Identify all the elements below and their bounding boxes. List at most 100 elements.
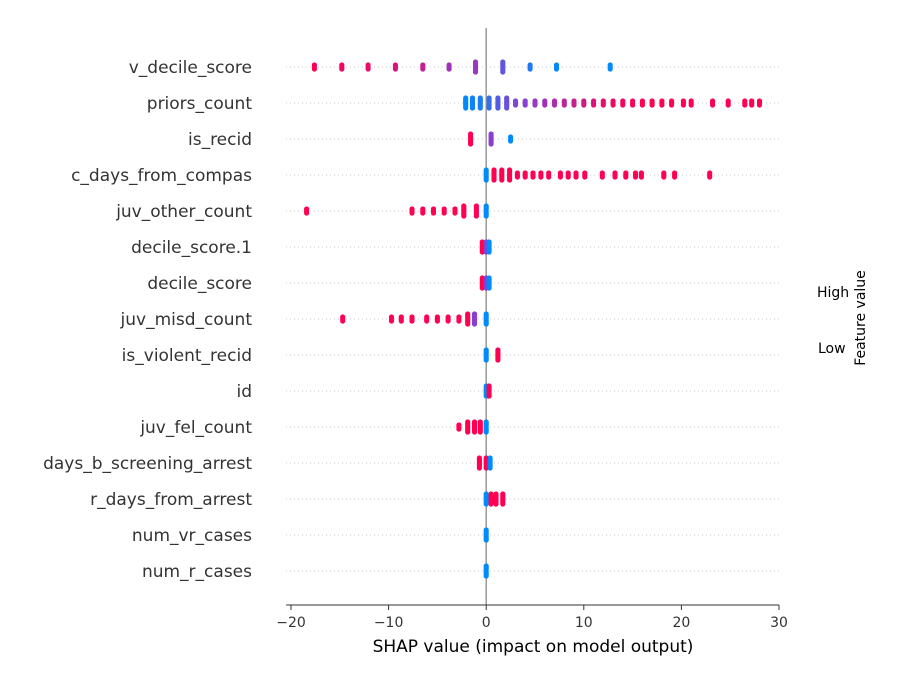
shap-point xyxy=(623,174,629,180)
feature-labels-layer: v_decile_score priors_count is_recid c_days… xyxy=(43,58,252,582)
shap-point xyxy=(388,318,395,324)
shap-point xyxy=(487,465,493,471)
shap-point xyxy=(522,174,528,180)
shap-point xyxy=(649,102,655,108)
shap-point xyxy=(420,210,426,216)
shap-point xyxy=(477,105,483,111)
shap-point xyxy=(434,318,440,324)
shap-point xyxy=(508,138,514,144)
shap-point xyxy=(500,501,506,507)
shap-point xyxy=(551,102,558,108)
shap-point xyxy=(483,573,489,579)
shap-point xyxy=(546,174,552,180)
x-axis-title: SHAP value (impact on model output) xyxy=(373,637,694,657)
shap-point xyxy=(304,210,310,216)
x-tick-label: 20 xyxy=(672,615,690,631)
shap-point xyxy=(661,174,667,180)
shap-point xyxy=(483,321,489,327)
row-grid-layer xyxy=(286,66,779,572)
shap-point xyxy=(488,141,494,147)
shap-point xyxy=(311,66,317,72)
x-tick-label: −10 xyxy=(374,615,404,631)
shap-point xyxy=(483,465,489,471)
shap-point xyxy=(749,102,755,108)
feature-label: priors_count xyxy=(147,94,253,114)
shap-point xyxy=(607,66,613,72)
shap-point xyxy=(756,102,763,108)
shap-point xyxy=(476,465,482,471)
shap-point xyxy=(468,141,474,147)
x-tick-label: 10 xyxy=(575,615,593,631)
x-tick-label: 30 xyxy=(770,615,788,631)
shap-point xyxy=(486,393,492,399)
shap-point xyxy=(599,174,605,180)
shap-point xyxy=(461,213,467,219)
shap-point xyxy=(600,102,606,108)
shap-point xyxy=(488,501,494,507)
shap-point xyxy=(612,174,618,180)
shap-point xyxy=(339,66,345,72)
shap-point xyxy=(707,174,713,180)
shap-point xyxy=(581,102,587,108)
feature-label: is_recid xyxy=(188,130,252,150)
shap-point xyxy=(638,174,645,180)
shap-point xyxy=(430,210,437,216)
shap-point xyxy=(483,213,489,219)
shap-point xyxy=(340,318,346,324)
shap-point xyxy=(659,102,665,108)
shap-point xyxy=(483,501,489,507)
shap-point xyxy=(522,102,528,108)
shap-point xyxy=(471,429,478,435)
shap-point xyxy=(398,318,404,324)
shap-point xyxy=(473,213,479,219)
shap-point xyxy=(565,174,571,180)
feature-label: juv_misd_count xyxy=(120,310,253,330)
shap-point xyxy=(532,102,538,108)
shap-point xyxy=(483,357,489,363)
feature-label: num_vr_cases xyxy=(132,526,252,546)
shap-point xyxy=(441,210,447,216)
shap-point xyxy=(561,102,567,108)
shap-point xyxy=(365,66,371,72)
shap-point xyxy=(500,69,506,75)
shap-point xyxy=(632,174,639,180)
shap-point xyxy=(446,66,452,72)
shap-point xyxy=(456,426,462,432)
shap-point xyxy=(495,105,501,111)
shap-point xyxy=(742,102,748,108)
shap-point xyxy=(514,174,521,180)
shap-point xyxy=(409,210,415,216)
shap-point xyxy=(493,501,499,507)
shap-point xyxy=(495,357,501,363)
shap-point xyxy=(452,210,458,216)
shap-point xyxy=(512,102,519,108)
shap-point xyxy=(409,318,415,324)
shap-point xyxy=(424,318,430,324)
shap-point xyxy=(392,66,398,72)
shap-point xyxy=(542,102,548,108)
shap-point xyxy=(479,285,485,291)
shap-point xyxy=(420,66,426,72)
shap-point xyxy=(630,102,636,108)
shap-point xyxy=(557,174,564,180)
shap-point xyxy=(553,66,560,72)
feature-label: days_b_screening_arrest xyxy=(43,454,252,474)
shap-point xyxy=(479,249,485,255)
shap-point xyxy=(456,318,462,324)
shap-point xyxy=(530,174,536,180)
points-layer xyxy=(304,59,763,579)
shap-point xyxy=(710,102,716,108)
shap-point xyxy=(571,102,577,108)
shap-point xyxy=(471,321,478,327)
feature-label: v_decile_score xyxy=(129,58,252,78)
shap-point xyxy=(672,174,678,180)
shap-point xyxy=(620,102,626,108)
shap-point xyxy=(680,102,687,108)
shap-point xyxy=(669,102,675,108)
shap-point xyxy=(610,102,616,108)
feature-label: juv_fel_count xyxy=(139,418,252,438)
x-axis: −20 −10 0 10 20 30 xyxy=(276,604,788,631)
shap-point xyxy=(491,177,497,183)
